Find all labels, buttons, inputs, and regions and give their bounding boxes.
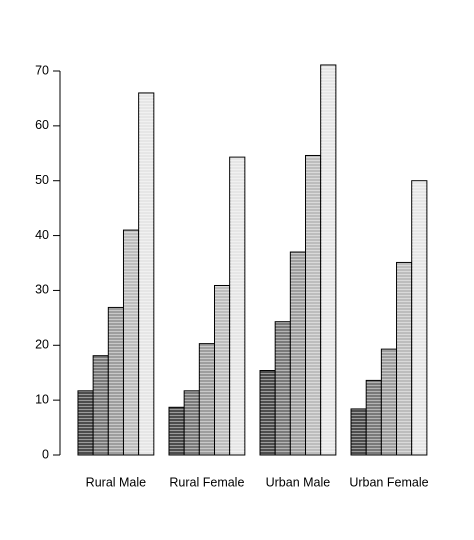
bar <box>320 64 337 456</box>
bar <box>168 406 185 456</box>
bar <box>122 229 140 456</box>
y-tick-label: 70 <box>35 63 49 77</box>
y-tick-label: 10 <box>35 392 49 406</box>
x-tick-label: Rural Female <box>169 475 244 489</box>
bar <box>305 154 322 456</box>
bar <box>229 156 246 456</box>
bar <box>183 390 200 456</box>
y-tick-label: 20 <box>35 338 49 352</box>
bar <box>77 390 94 456</box>
bar <box>365 379 382 456</box>
bar <box>107 306 124 456</box>
bar <box>350 408 367 456</box>
bar <box>411 180 428 456</box>
x-tick-label: Urban Male <box>266 475 331 489</box>
y-tick-label: 50 <box>35 173 49 187</box>
bar <box>289 251 307 456</box>
x-tick-label: Urban Female <box>349 475 428 489</box>
y-tick-label: 60 <box>35 118 49 132</box>
bar <box>214 284 231 456</box>
bar <box>274 321 291 456</box>
bar <box>198 343 216 456</box>
y-tick-label: 30 <box>35 283 49 297</box>
y-tick-label: 0 <box>42 447 49 461</box>
bar <box>396 261 413 456</box>
bar <box>92 355 109 456</box>
x-tick-label: Rural Male <box>86 475 146 489</box>
y-tick-label: 40 <box>35 228 49 242</box>
bar <box>380 348 398 456</box>
bar <box>259 370 276 456</box>
bar <box>138 92 155 456</box>
